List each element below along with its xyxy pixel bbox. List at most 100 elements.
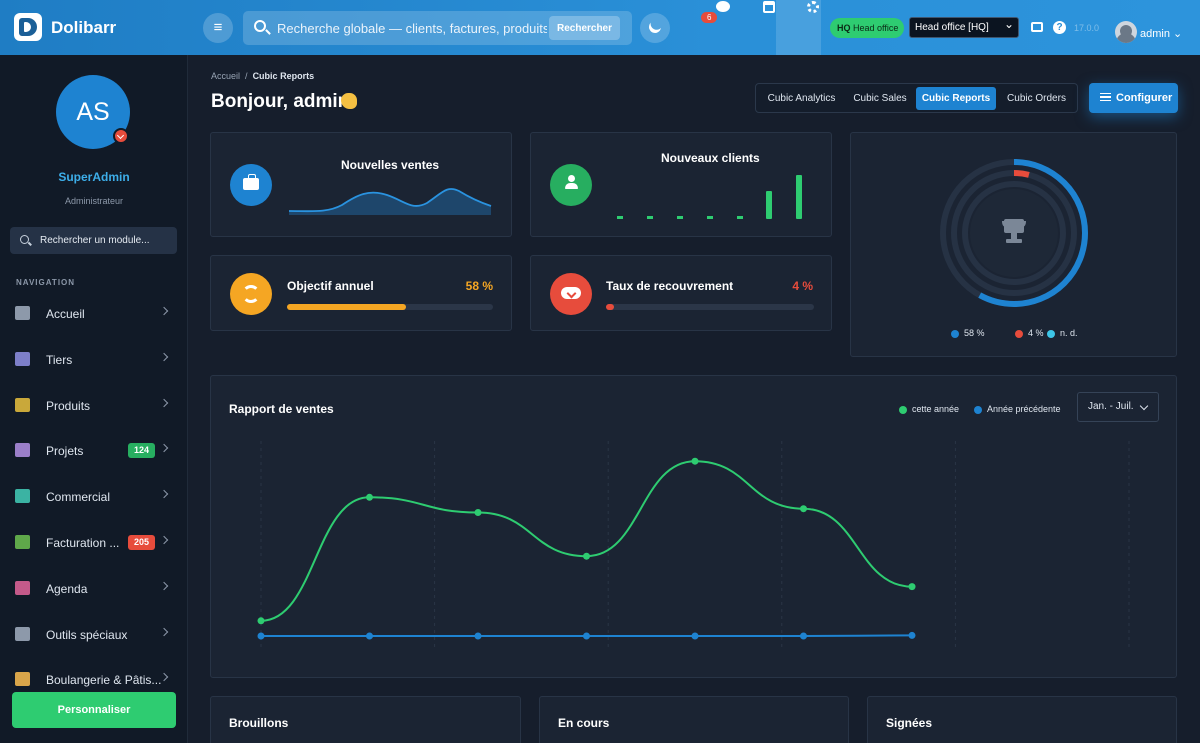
annual-goal-card: Objectif annuel 58 % [210,255,512,331]
sidebar-item-4[interactable]: Projets 124 [0,435,188,465]
signed-title: Signées [886,716,933,730]
briefcase-icon-circle [230,164,272,206]
breadcrumb: Accueil / Cubic Reports [211,71,314,81]
legend-last-year-label: Année précédente [987,404,1061,414]
notification-count-badge[interactable]: 6 [701,12,718,23]
data-point-0-5 [800,505,807,513]
chevron-right-icon [159,352,169,362]
profile-name[interactable]: SuperAdmin [58,170,130,184]
sidebar-item-9[interactable]: Boulangerie & Pâtis... [0,664,188,694]
menu-toggle-button[interactable]: ≡ [203,13,233,43]
gear-icon[interactable] [807,1,819,13]
recovery-rate-title: Taux de recouvrement [606,279,734,293]
trophy-icon [1002,219,1026,243]
breadcrumb-separator: / [245,71,248,81]
sidebar-item-2[interactable]: Tiers [0,344,188,374]
legend-dot-last-year [974,405,982,414]
sidebar-item-3[interactable]: Produits [0,390,188,420]
entity-select[interactable]: Head office [HQ] [909,15,1019,38]
new-sales-sparkline [288,188,492,215]
customize-button[interactable]: Personnaliser [12,692,176,728]
new-clients-card: Nouveaux clients [530,132,832,237]
dolibarr-logo[interactable] [14,13,42,41]
date-range-select[interactable]: Jan. - Juil. [1077,392,1159,422]
ring-legend-label: 58 % [964,328,985,338]
search-button[interactable]: Rechercher [549,16,620,40]
drafts-card: Brouillons [210,696,521,743]
data-point-0-1 [366,493,373,501]
configure-button[interactable]: Configurer [1089,83,1178,113]
sidebar-item-6[interactable]: Facturation ... 205 [0,527,188,557]
annual-goal-title: Objectif annuel [287,279,374,293]
ring-legend-label: n. d. [1060,328,1078,338]
legend-this-year-label: cette année [912,404,960,414]
data-point-0-0 [257,617,265,625]
calendar-icon[interactable] [763,1,775,13]
legend-dot [1015,329,1023,338]
global-search-input[interactable] [277,11,547,45]
sidebar-item-label: Facturation ... [46,536,120,550]
tools-icon [15,626,30,641]
in-progress-card: En cours [539,696,849,743]
chevron-right-icon [159,627,169,636]
chevron-down-icon[interactable] [113,128,129,144]
radial-progress-chart [940,159,1088,307]
legend-dot [951,329,959,338]
print-icon[interactable] [1031,22,1043,32]
briefcase-icon [243,174,259,190]
legend-this-year[interactable]: cette année [899,404,959,414]
sidebar-item-label: Outils spéciaux [46,627,128,642]
sales-report-title: Rapport de ventes [229,402,334,416]
search-icon [254,20,266,32]
calendar-icon [15,580,30,595]
sidebar-item-7[interactable]: Agenda [0,573,188,603]
tab-cubic-sales[interactable]: Cubic Sales [853,93,907,104]
sliders-icon [1100,93,1111,101]
sidebar-item-badge: 205 [128,535,156,550]
tab-cubic-orders[interactable]: Cubic Orders [1007,93,1066,104]
sitemap-icon [15,443,30,458]
ring-legend-label: 4 % [1028,328,1044,338]
cloud-download-icon-circle [550,273,592,315]
sales-line-chart [257,441,1130,651]
user-menu[interactable]: admin ⌄ [1140,28,1183,40]
module-search[interactable]: Rechercher un module... [10,227,177,254]
search-icon [20,235,29,244]
waving-hand-icon [341,93,357,109]
series-line-0 [260,460,913,622]
home-icon [15,306,30,320]
ring-legend-item: 4 % [1015,328,1044,338]
new-sales-title: Nouvelles ventes [341,158,440,172]
new-clients-title: Nouveaux clients [661,151,760,165]
profile-role: Administrateur [64,196,124,206]
user-avatar[interactable] [1115,21,1137,43]
breadcrumb-current: Cubic Reports [252,71,315,81]
sidebar-item-label: Projets [46,444,84,459]
chat-icon[interactable] [716,1,730,12]
sidebar-item-label: Produits [46,398,91,413]
top-bar: Dolibarr ≡ Rechercher 6 HQ Head office H… [0,0,1200,55]
user-icon-circle [550,164,592,206]
sidebar-item-5[interactable]: Commercial [0,481,188,511]
tab-cubic-reports[interactable]: Cubic Reports [916,87,996,110]
box-icon [15,397,30,412]
tab-cubic-analytics[interactable]: Cubic Analytics [767,93,836,104]
sidebar-item-label: Tiers [46,352,73,367]
signed-card: Signées [867,696,1177,743]
data-point-1-6 [908,631,916,639]
help-icon[interactable]: ? [1053,21,1066,34]
legend-last-year[interactable]: Année précédente [974,404,1061,414]
brand-name[interactable]: Dolibarr [51,18,117,37]
chevron-right-icon [159,306,169,316]
dark-mode-toggle-icon[interactable] [640,13,670,43]
recovery-rate-percent: 4 % [792,279,813,293]
breadcrumb-home[interactable]: Accueil [211,71,241,81]
sidebar-item-label: Agenda [46,581,88,596]
data-point-1-5 [800,632,807,640]
sidebar-item-1[interactable]: Accueil [0,298,188,328]
module-search-placeholder: Rechercher un module... [40,235,150,246]
suitcase-icon [15,489,30,504]
bread-icon [15,672,30,687]
sync-icon [242,285,260,303]
sidebar-item-8[interactable]: Outils spéciaux [0,619,188,649]
